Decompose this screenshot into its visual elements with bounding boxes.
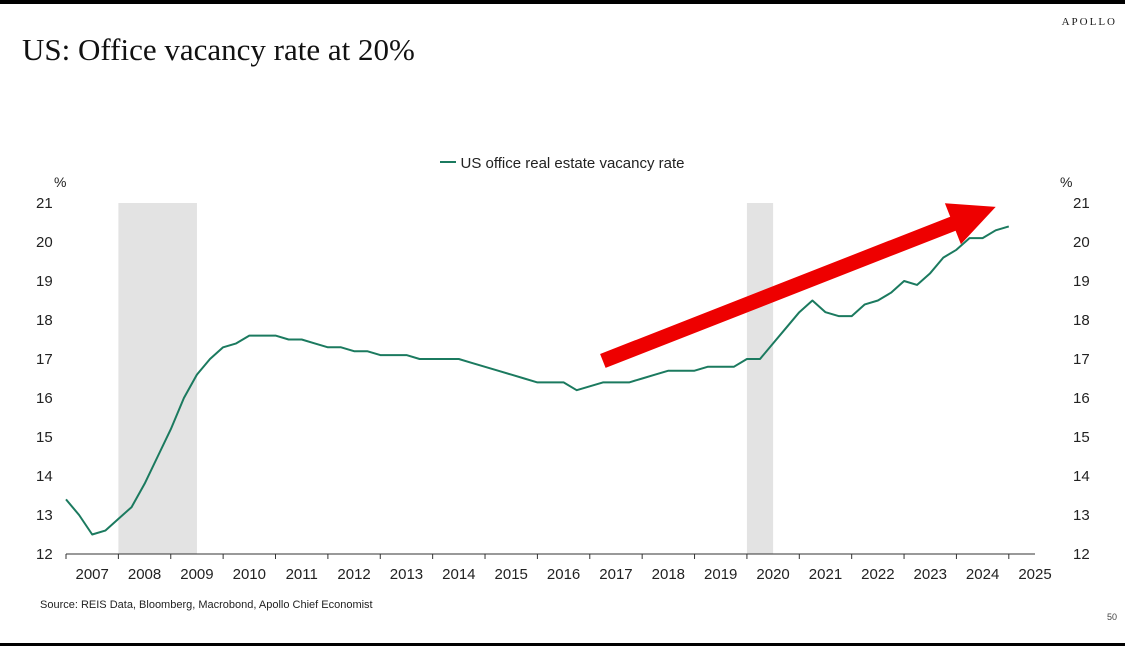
recession-band-1 (746, 203, 774, 554)
chart-legend: US office real estate vacancy rate (0, 155, 1125, 172)
y-axis-label-left: % (54, 174, 66, 190)
y-tick-label-left: 21 (36, 195, 53, 212)
y-tick-label-right: 16 (1073, 390, 1090, 407)
x-tick-label-2017: 2017 (599, 566, 632, 583)
y-axis-label-right: % (1060, 174, 1072, 190)
legend-label: US office real estate vacancy rate (460, 155, 685, 172)
y-tick-label-right: 20 (1073, 234, 1090, 251)
y-tick-label-right: 12 (1073, 546, 1090, 563)
x-tick-label-2013: 2013 (390, 566, 423, 583)
x-tick-label-2024: 2024 (966, 566, 999, 583)
top-rule (0, 0, 1125, 4)
x-tick-label-2012: 2012 (337, 566, 370, 583)
annotation-layer (600, 203, 996, 368)
y-tick-label-right: 15 (1073, 429, 1090, 446)
x-tick-label-2014: 2014 (442, 566, 475, 583)
x-tick-label-2007: 2007 (76, 566, 109, 583)
y-tick-label-left: 16 (36, 390, 53, 407)
x-tick-label-2018: 2018 (652, 566, 685, 583)
y-tick-label-left: 12 (36, 546, 53, 563)
x-tick-label-2023: 2023 (914, 566, 947, 583)
axis-layer: 2007 2008 2009 2010 2011 2012 2013 2014 2015 2016… (36, 174, 1090, 583)
chart-title: US: Office vacancy rate at 20% (22, 32, 415, 67)
y-tick-label-left: 14 (36, 468, 53, 485)
legend-swatch (440, 161, 457, 164)
page-number: 50 (1106, 612, 1117, 622)
x-tick-label-2022: 2022 (861, 566, 894, 583)
x-tick-label-2016: 2016 (547, 566, 580, 583)
x-tick-label-2009: 2009 (180, 566, 213, 583)
x-tick-label-2015: 2015 (495, 566, 528, 583)
x-tick-label-2025: 2025 (1018, 566, 1051, 583)
y-tick-label-right: 17 (1073, 351, 1090, 368)
source-note: Source: REIS Data, Bloomberg, Macrobond,… (40, 599, 373, 611)
x-tick-label-2008: 2008 (128, 566, 161, 583)
y-tick-label-right: 13 (1073, 507, 1090, 524)
y-tick-label-left: 17 (36, 351, 53, 368)
trend-arrow (600, 203, 996, 368)
bottom-rule (0, 643, 1125, 646)
y-tick-label-right: 19 (1073, 273, 1090, 290)
y-tick-label-right: 14 (1073, 468, 1090, 485)
recession-layer (118, 203, 774, 554)
y-tick-label-left: 15 (36, 429, 53, 446)
y-tick-label-left: 20 (36, 234, 53, 251)
y-tick-label-right: 18 (1073, 312, 1090, 329)
x-tick-label-2019: 2019 (704, 566, 737, 583)
series-line-0 (65, 225, 1010, 536)
brand-logo: APOLLO (1061, 16, 1117, 28)
x-tick-label-2011: 2011 (286, 566, 318, 583)
x-tick-label-2020: 2020 (756, 566, 789, 583)
y-tick-label-left: 19 (36, 273, 53, 290)
y-tick-label-left: 18 (36, 312, 53, 329)
recession-band-0 (118, 203, 197, 554)
x-tick-label-2010: 2010 (233, 566, 266, 583)
series-layer (65, 225, 1010, 536)
y-tick-label-right: 21 (1073, 195, 1090, 212)
x-tick-label-2021: 2021 (809, 566, 842, 583)
y-tick-label-left: 13 (36, 507, 53, 524)
